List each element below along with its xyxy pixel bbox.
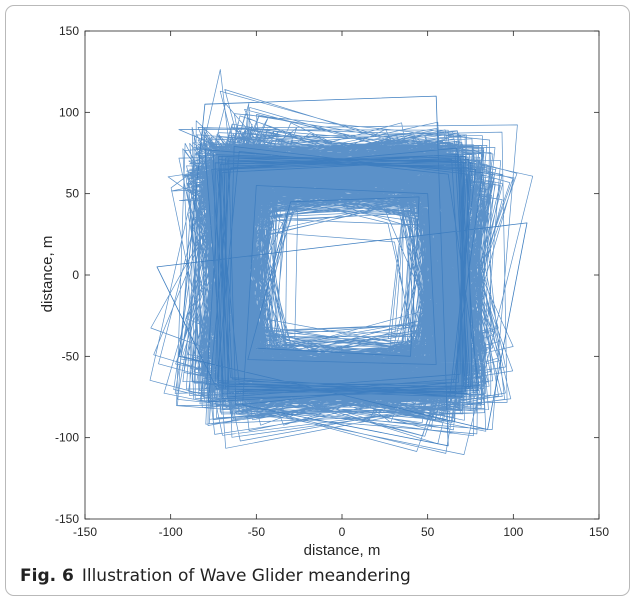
y-tick-label: -100 <box>55 431 79 445</box>
x-tick-label: 50 <box>421 525 435 539</box>
x-tick-label: -100 <box>159 525 183 539</box>
y-tick-label: -150 <box>55 512 79 526</box>
ticks-layer: -150 -100 -50 0 50 100 150 -150 -100 -50 0 50 100 150 <box>55 24 609 539</box>
y-tick-label: 100 <box>59 105 79 119</box>
figure-label: Fig. 6 <box>20 566 74 586</box>
x-axis-label: distance, m <box>304 542 381 559</box>
x-tick-label: 150 <box>589 525 609 539</box>
y-tick-label: -50 <box>62 349 80 363</box>
y-tick-label: 50 <box>66 187 80 201</box>
x-tick-label: -150 <box>73 525 97 539</box>
plot-box <box>84 30 600 520</box>
figure-caption: Fig. 6 Illustration of Wave Glider meande… <box>20 566 411 586</box>
x-tick-label: 100 <box>503 525 523 539</box>
figure-caption-text: Illustration of Wave Glider meandering <box>81 566 411 586</box>
x-tick-label: -50 <box>248 525 266 539</box>
axes-layer <box>84 30 600 520</box>
x-tick-label: 0 <box>339 525 346 539</box>
y-tick-label: 0 <box>72 268 79 282</box>
y-axis-label: distance, m <box>39 236 56 313</box>
track-layer <box>149 69 534 455</box>
track-density-path <box>149 69 534 455</box>
figure-frame <box>5 5 630 596</box>
y-tick-label: 150 <box>59 24 79 38</box>
